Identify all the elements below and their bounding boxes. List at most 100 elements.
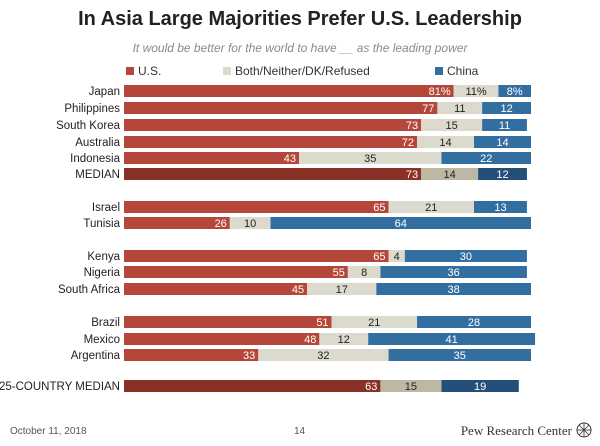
data-label-us-median: 73 <box>406 169 418 181</box>
bar-us-median <box>124 168 422 180</box>
data-label-us-argentina: 33 <box>243 350 255 362</box>
category-label-israel: Israel <box>92 202 120 214</box>
data-label-us-indonesia: 43 <box>284 153 296 165</box>
data-label-china-japan: 8% <box>507 86 523 98</box>
category-label-south-africa: South Africa <box>58 284 121 296</box>
data-label-us-brazil: 51 <box>316 317 328 329</box>
data-label-china-mexico: 41 <box>446 334 458 346</box>
bar-both-philippines <box>437 102 483 114</box>
source-label: Pew Research Center <box>460 423 572 438</box>
bar-china-argentina <box>388 349 531 361</box>
legend-item-us: U.S. <box>126 64 161 78</box>
data-label-us-kenya: 65 <box>373 251 385 263</box>
bar-us-australia <box>124 136 418 148</box>
data-label-china-argentina: 35 <box>454 350 466 362</box>
data-label-both-kenya: 4 <box>394 251 400 263</box>
data-label-china-south-africa: 38 <box>448 284 460 296</box>
bar-china-philippines <box>482 102 531 114</box>
bar-us-brazil <box>124 316 332 328</box>
data-label-china-25-country-median: 19 <box>474 381 486 393</box>
data-label-both-mexico: 12 <box>338 334 350 346</box>
data-label-both-south-africa: 17 <box>336 284 348 296</box>
data-label-both-25-country-median: 15 <box>405 381 417 393</box>
bar-china-kenya <box>404 250 527 262</box>
bar-us-25-country-median <box>124 380 381 392</box>
data-label-both-brazil: 21 <box>368 317 380 329</box>
data-label-us-philippines: 77 <box>422 103 434 115</box>
bar-us-south-africa <box>124 283 308 295</box>
category-label-tunisia: Tunisia <box>83 218 120 230</box>
bar-both-south-korea <box>421 119 483 131</box>
legend-label-us: U.S. <box>138 64 162 78</box>
bar-both-nigeria <box>347 266 381 278</box>
pew-logo-icon <box>576 422 592 438</box>
bar-china-south-korea <box>482 119 527 131</box>
data-label-us-nigeria: 55 <box>333 267 345 279</box>
legend-swatch-china <box>435 67 443 75</box>
data-label-both-median: 14 <box>443 169 455 181</box>
bar-both-25-country-median <box>380 380 442 392</box>
bar-both-mexico <box>319 333 369 345</box>
bar-us-indonesia <box>124 152 300 164</box>
bar-china-australia <box>474 136 531 148</box>
bar-us-tunisia <box>124 217 230 229</box>
legend-item-both: Both/Neither/DK/Refused <box>223 64 370 78</box>
data-label-both-nigeria: 8 <box>361 267 367 279</box>
data-label-both-israel: 21 <box>425 202 437 214</box>
bar-both-israel <box>388 201 475 213</box>
bar-china-israel <box>474 201 527 213</box>
bar-us-japan <box>124 85 454 97</box>
category-label-25-country-median: 25-COUNTRY MEDIAN <box>0 381 120 393</box>
bar-us-south-korea <box>124 119 422 131</box>
category-label-median: MEDIAN <box>75 169 120 181</box>
data-label-both-philippines: 11 <box>454 103 465 115</box>
data-label-both-australia: 14 <box>439 137 451 149</box>
bar-us-israel <box>124 201 389 213</box>
category-label-kenya: Kenya <box>87 251 120 263</box>
bar-both-tunisia <box>229 217 271 229</box>
data-label-china-nigeria: 36 <box>448 267 460 279</box>
bar-both-australia <box>417 136 475 148</box>
data-label-both-south-korea: 15 <box>446 120 458 132</box>
chart-title: In Asia Large Majorities Prefer U.S. Lea… <box>78 8 522 30</box>
bar-china-median <box>478 168 527 180</box>
bar-china-nigeria <box>380 266 527 278</box>
legend: U.S. Both/Neither/DK/Refused China <box>0 64 600 80</box>
data-label-us-tunisia: 26 <box>215 218 227 230</box>
legend-item-china: China <box>435 64 478 78</box>
bar-both-japan <box>453 85 499 97</box>
data-label-china-israel: 13 <box>494 202 506 214</box>
data-label-both-argentina: 32 <box>317 350 329 362</box>
data-label-us-australia: 72 <box>402 137 414 149</box>
bar-china-japan <box>498 85 531 97</box>
data-label-us-25-country-median: 63 <box>365 381 377 393</box>
data-label-both-tunisia: 10 <box>244 218 256 230</box>
bar-china-indonesia <box>441 152 531 164</box>
bar-both-argentina <box>258 349 389 361</box>
data-label-china-median: 12 <box>496 169 508 181</box>
data-label-china-indonesia: 22 <box>480 153 492 165</box>
bar-us-nigeria <box>124 266 348 278</box>
chart-subtitle: It would be better for the world to have… <box>132 41 468 55</box>
category-label-south-korea: South Korea <box>56 120 121 132</box>
bar-china-tunisia <box>270 217 531 229</box>
category-label-brazil: Brazil <box>91 317 120 329</box>
bar-both-kenya <box>388 250 405 262</box>
category-label-australia: Australia <box>75 137 120 149</box>
data-label-us-israel: 65 <box>373 202 385 214</box>
category-label-philippines: Philippines <box>64 103 120 115</box>
legend-label-china: China <box>447 64 479 78</box>
data-label-us-japan: 81% <box>429 86 451 98</box>
bar-china-brazil <box>417 316 531 328</box>
data-label-us-south-korea: 73 <box>406 120 418 132</box>
bar-both-indonesia <box>299 152 442 164</box>
data-label-china-brazil: 28 <box>468 317 480 329</box>
legend-label-both: Both/Neither/DK/Refused <box>235 64 370 78</box>
data-label-china-kenya: 30 <box>460 251 472 263</box>
bar-china-south-africa <box>376 283 531 295</box>
category-label-argentina: Argentina <box>71 350 121 362</box>
bar-us-kenya <box>124 250 389 262</box>
data-label-both-indonesia: 35 <box>364 153 376 165</box>
bar-us-argentina <box>124 349 259 361</box>
